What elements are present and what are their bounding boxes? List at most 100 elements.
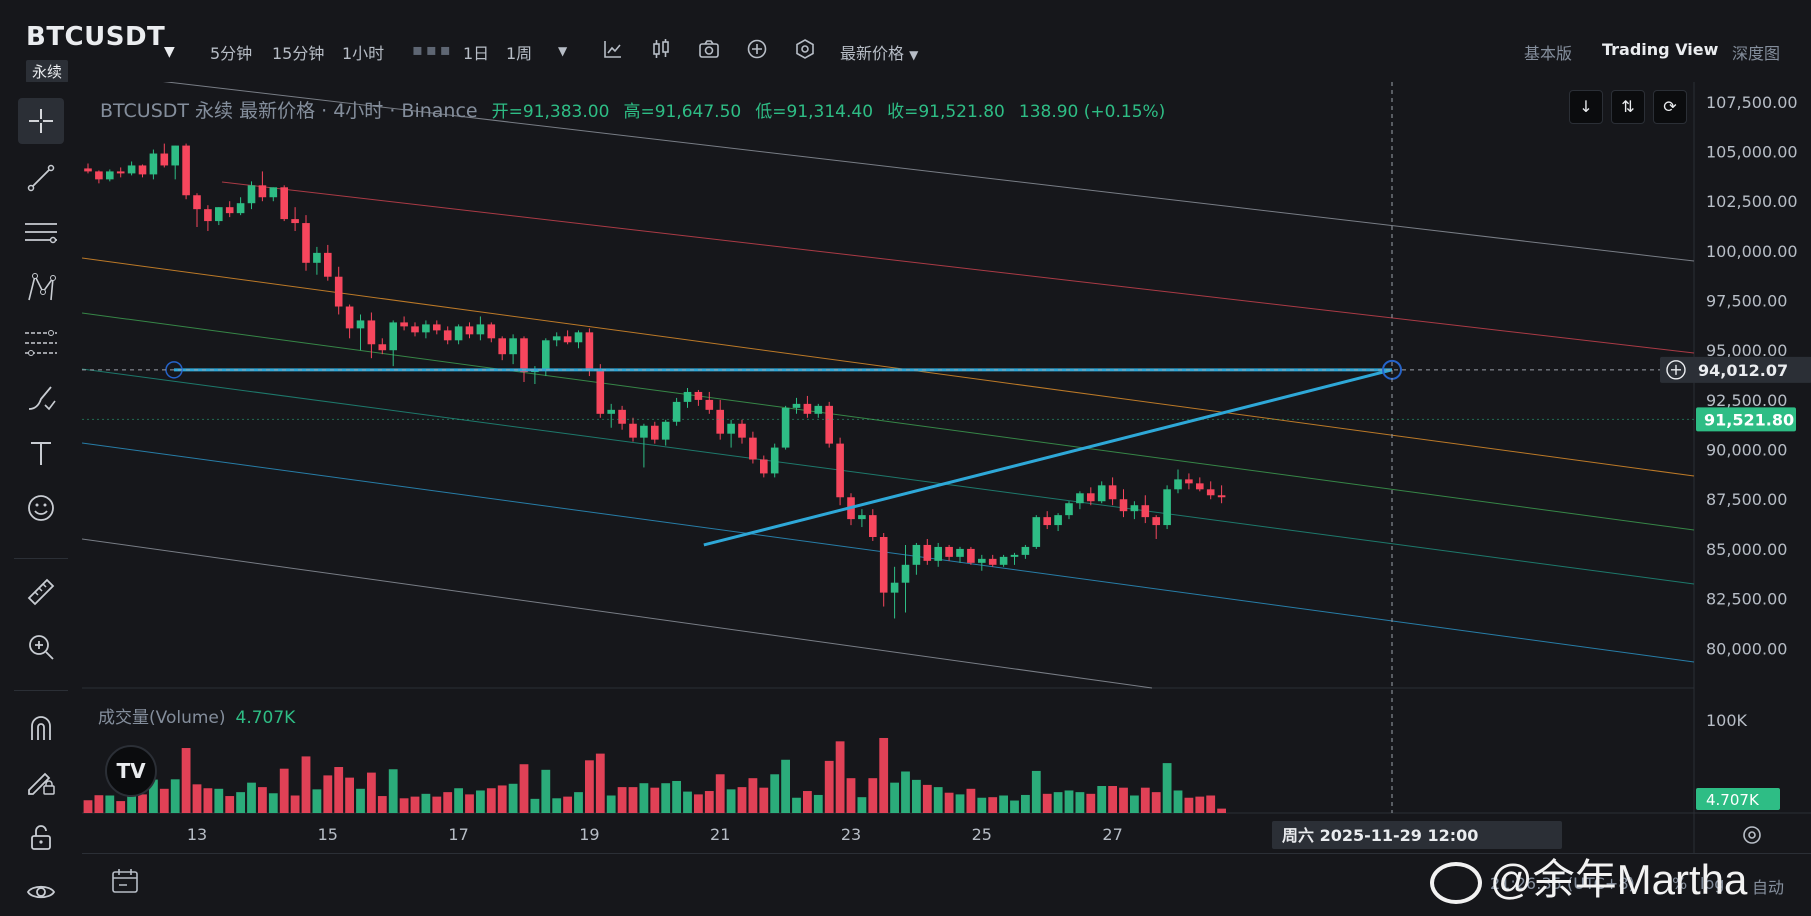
lock-icon[interactable] (18, 814, 64, 860)
log-toggle[interactable]: log (1700, 874, 1725, 893)
price-tick-label: 85,000.00 (1706, 540, 1787, 559)
candle-body (858, 515, 866, 520)
candle-body (945, 546, 953, 557)
mode-depth[interactable]: 深度图 (1732, 44, 1781, 63)
brush-icon[interactable] (18, 375, 64, 421)
price-tick-label: 92,500.00 (1706, 391, 1787, 410)
candle-body (825, 405, 833, 444)
candle-body (956, 548, 964, 557)
candle-body (869, 515, 877, 537)
volume-bar (694, 794, 703, 813)
time-tick-label: 19 (579, 825, 599, 844)
volume-bar (486, 788, 496, 813)
pattern-icon[interactable] (18, 265, 64, 311)
volume-bar (803, 791, 812, 813)
volume-bar (1140, 787, 1150, 813)
tab-1w[interactable]: 1周 (506, 44, 533, 63)
candle-body (1108, 485, 1117, 500)
channel-line (82, 257, 1695, 477)
crosshair-icon[interactable] (18, 98, 64, 144)
tab-1d[interactable]: 1日 (463, 44, 490, 63)
candle-body (204, 209, 212, 222)
candle-body (1196, 483, 1204, 490)
symbol-selector[interactable]: BTCUSDT (26, 22, 166, 52)
candle-body (84, 168, 92, 172)
volume-bar (922, 784, 932, 813)
volume-bar (1108, 786, 1117, 813)
eye-icon[interactable] (18, 869, 64, 915)
volume-bar (334, 767, 344, 813)
candle-body (324, 252, 332, 277)
pencil-lock-icon[interactable] (18, 759, 64, 805)
candle-body (116, 171, 125, 174)
indicator-icon[interactable] (600, 38, 626, 62)
percent-toggle[interactable]: % (1672, 874, 1688, 893)
add-icon[interactable] (744, 38, 770, 62)
collapse-icon[interactable]: ⇅ (1611, 90, 1645, 124)
volume-bar (879, 737, 889, 813)
tab-blurred[interactable]: ▪▪▪ (412, 40, 454, 59)
tab-1h[interactable]: 1小时 (342, 44, 385, 63)
volume-bar (1130, 795, 1139, 813)
candle-body (1163, 489, 1171, 526)
candle-body (716, 409, 724, 434)
horizontal-lines-icon[interactable] (18, 210, 64, 256)
volume-bar (83, 800, 93, 813)
emoji-icon[interactable] (18, 485, 64, 531)
volume-bar (290, 795, 300, 813)
candle-type-icon[interactable] (648, 38, 674, 62)
channel-line (82, 312, 1695, 531)
price-source-select[interactable]: 最新价格 ▼ (840, 44, 919, 63)
tab-5m[interactable]: 5分钟 (210, 44, 253, 63)
settings-gear-icon (1743, 826, 1761, 844)
time-tick-label: 13 (187, 825, 207, 844)
candle-body (160, 153, 169, 166)
time-tick-label: 23 (841, 825, 861, 844)
volume-bar (399, 798, 409, 813)
mode-tradingview[interactable]: Trading View (1602, 40, 1719, 59)
volume-bar (421, 793, 431, 813)
volume-bar (585, 760, 594, 813)
rising-trendline (703, 368, 1393, 547)
candle-body (1185, 479, 1193, 484)
mode-basic[interactable]: 基本版 (1524, 44, 1573, 63)
refresh-icon[interactable]: ⟳ (1653, 90, 1687, 124)
volume-bar (977, 797, 987, 813)
price-chart[interactable]: 107,500.00 105,000.00 102,500.00 100,000.00… (82, 82, 1811, 853)
chevron-down-icon[interactable]: ▼ (164, 44, 175, 60)
text-icon[interactable] (18, 430, 64, 476)
settings-hex-icon[interactable] (792, 38, 818, 62)
arrow-down-icon[interactable]: ↓ (1569, 90, 1603, 124)
volume-bar (1053, 792, 1063, 813)
candle-body (1076, 493, 1084, 504)
tab-15m[interactable]: 15分钟 (272, 44, 325, 63)
chevron-down-icon[interactable]: ▼ (558, 44, 568, 58)
volume-bar (933, 787, 943, 813)
candle-body (1054, 515, 1062, 526)
crosshair-price-label: 94,012.07 (1698, 361, 1788, 380)
calendar-icon[interactable] (110, 866, 140, 896)
volume-bar (377, 796, 387, 813)
candle-body (836, 443, 844, 498)
price-tick-label: 97,500.00 (1706, 292, 1787, 311)
magnet-icon[interactable] (18, 704, 64, 750)
volume-bar (1064, 790, 1074, 813)
zoom-icon[interactable] (18, 624, 64, 670)
candle-body (334, 276, 343, 307)
ruler-icon[interactable] (18, 569, 64, 615)
candle-body (269, 187, 278, 198)
auto-toggle[interactable]: 自动 (1752, 878, 1785, 897)
fib-icon[interactable] (18, 320, 64, 366)
volume-bar (639, 783, 649, 813)
clock-readout: 21:26:35 (UTC+8) (1490, 874, 1635, 893)
candle-body (814, 405, 823, 414)
candle-body (890, 582, 899, 593)
chart-background (82, 82, 1811, 853)
candle-body (520, 338, 528, 373)
candle-body (454, 326, 463, 341)
volume-bar (203, 788, 213, 813)
trendline-icon[interactable] (18, 155, 64, 201)
camera-icon[interactable] (696, 38, 722, 62)
volume-bar (356, 788, 365, 813)
candle-body (803, 403, 812, 414)
